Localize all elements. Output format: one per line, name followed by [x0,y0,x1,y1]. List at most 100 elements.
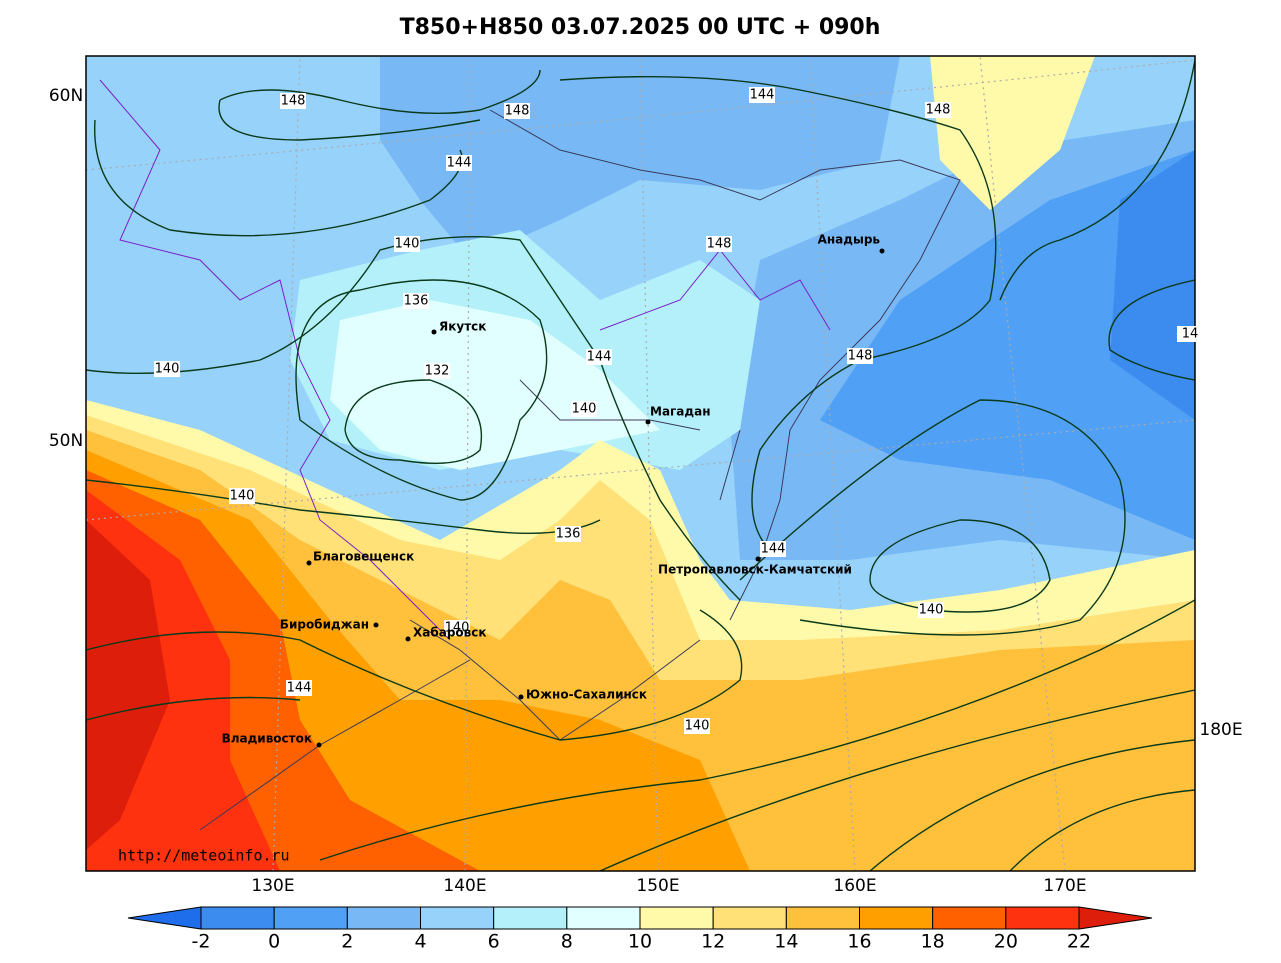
city-dot [316,742,322,748]
contour-label-bg [586,349,612,365]
contour-label: 136 [404,294,429,309]
colorbar-arrow [1078,906,1153,930]
lat-label: 50N [49,431,83,451]
city-dot [431,329,437,335]
colorbar-tick-label: 2 [341,931,353,953]
source-url: http://meteoinfo.ru [118,847,290,865]
contour-label: 14 [1182,327,1199,342]
contour-label: 144 [287,681,312,696]
colorbar-box [566,906,641,930]
colorbar-box [639,906,714,930]
lon-label: 150E [636,876,679,896]
city-dot [755,556,761,562]
city-label: Владивосток [222,732,312,746]
city-dot [645,419,651,425]
contour-label-bg [444,620,470,636]
contour-label: 144 [750,88,775,103]
contour-label: 140 [919,603,944,618]
contour-label: 132 [425,364,450,379]
contour-label-bg [749,87,775,103]
colorbar-tick-label: 20 [994,931,1018,953]
city-dot [518,694,524,700]
colorbar-box [1005,906,1080,930]
colorbar-tick-label: 10 [628,931,652,953]
city-label: Петропавловск-Камчатский [658,563,852,577]
contour-label: 136 [556,527,581,542]
contour-label: 140 [685,719,710,734]
contour-label-bg [504,103,530,119]
contour-label-bg [229,488,255,504]
contour-label: 148 [281,94,306,109]
colorbar-tick-label: 12 [701,931,725,953]
contour-label: 148 [505,104,530,119]
contour-label: 148 [707,237,732,252]
colorbar: -2 0 2 4 6 8 10 12 14 16 18 20 22 [127,906,1153,953]
city-label: Хабаровск [413,626,487,640]
lon-label: 140E [443,876,486,896]
contour-label: 144 [447,156,472,171]
contour-label-bg [1177,326,1203,342]
city-label: Южно-Сахалинск [526,688,647,702]
city-label: Анадырь [818,233,881,247]
contour-label-bg [925,102,951,118]
contour-label-bg [403,293,429,309]
contour-label: 140 [155,362,180,377]
contour-label: 140 [445,621,470,636]
contour-label: 148 [926,103,951,118]
colorbar-arrow [127,906,202,930]
contour-label-bg [446,155,472,171]
lat-label: 60N [49,86,83,106]
colorbar-tick-label: 22 [1067,931,1091,953]
city-label: Якутск [439,320,486,334]
colorbar-tick-label: 14 [774,931,798,953]
contour-label-bg [684,718,710,734]
colorbar-box [712,906,787,930]
colorbar-tick-label: 8 [561,931,573,953]
colorbar-box [932,906,1007,930]
lon-label: 130E [251,876,294,896]
contour-label: 148 [848,349,873,364]
colorbar-box [346,906,422,930]
colorbar-tick-label: 16 [847,931,871,953]
colorbar-tick-label: 4 [414,931,426,953]
contour-label-bg [394,236,420,252]
colorbar-box [200,906,275,930]
city-dot [879,248,885,254]
map-frame [85,55,1196,872]
lon-label: 170E [1043,876,1086,896]
city-dot [306,560,312,566]
colorbar-tick-label: 18 [921,931,945,953]
city-dot [405,636,411,642]
colorbar-box [859,906,934,930]
colorbar-tick-label: 0 [268,931,280,953]
lon-label: 180E [1199,720,1242,740]
contour-label-bg [760,541,786,557]
map-field [86,56,1195,871]
contour-label: 144 [587,350,612,365]
contour-label-bg [847,348,873,364]
city-label: Биробиджан [280,618,369,632]
colorbar-box [420,906,495,930]
colorbar-box [785,906,860,930]
contour-label-bg [424,363,450,379]
contour-label-bg [280,93,306,109]
contour-label-bg [571,401,597,417]
colorbar-tick-label: -2 [192,931,211,953]
title: T850+H850 03.07.2025 00 UTC + 090h [400,15,881,40]
contour-label: 140 [395,237,420,252]
contour-label-bg [918,602,944,618]
contour-label-bg [706,236,732,252]
contour-label-bg [286,680,312,696]
city-label: Благовещенск [313,550,414,564]
colorbar-box [273,906,348,930]
contour-label: 140 [572,402,597,417]
contour-label: 140 [230,489,255,504]
city-dot [373,622,379,628]
lon-label: 160E [833,876,876,896]
contour-label-bg [555,526,581,542]
contour-label-bg [154,361,180,377]
contour-label: 144 [761,542,786,557]
colorbar-tick-label: 6 [488,931,500,953]
colorbar-box [493,906,568,930]
